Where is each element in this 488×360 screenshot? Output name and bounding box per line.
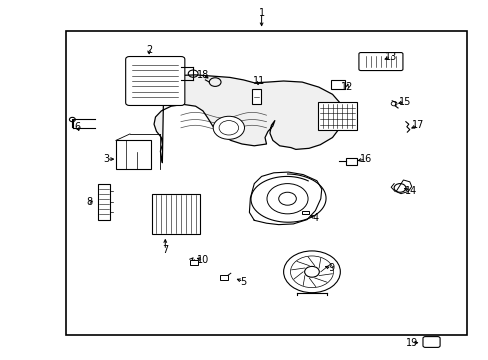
- Bar: [189, 260, 197, 265]
- Text: 18: 18: [196, 70, 209, 80]
- Circle shape: [304, 266, 319, 277]
- Text: 10: 10: [197, 255, 209, 265]
- Text: 11: 11: [252, 76, 265, 86]
- Text: 12: 12: [340, 82, 353, 92]
- Text: 2: 2: [146, 45, 152, 55]
- Bar: [317, 102, 356, 130]
- Text: 5: 5: [240, 276, 246, 287]
- Bar: [220, 275, 227, 280]
- Bar: [116, 140, 151, 169]
- Text: 1: 1: [258, 8, 264, 18]
- FancyBboxPatch shape: [358, 53, 402, 71]
- Bar: [98, 184, 109, 220]
- FancyBboxPatch shape: [125, 57, 184, 105]
- Bar: [346, 158, 356, 165]
- Bar: [151, 194, 200, 234]
- Polygon shape: [249, 172, 321, 225]
- Text: 13: 13: [384, 52, 397, 62]
- Polygon shape: [154, 75, 342, 163]
- Text: 16: 16: [359, 154, 371, 164]
- Text: 6: 6: [74, 122, 80, 132]
- Text: 15: 15: [398, 96, 410, 107]
- Text: 7: 7: [162, 245, 168, 255]
- Text: 3: 3: [103, 154, 109, 164]
- Bar: [66, 31, 466, 335]
- FancyBboxPatch shape: [422, 337, 439, 347]
- Text: 17: 17: [411, 120, 424, 130]
- Bar: [330, 80, 345, 89]
- Text: 19: 19: [405, 338, 417, 348]
- Text: 8: 8: [86, 197, 92, 207]
- Bar: [302, 211, 308, 214]
- Circle shape: [213, 116, 244, 139]
- Bar: [251, 89, 260, 104]
- Text: 14: 14: [404, 186, 416, 196]
- Text: 4: 4: [312, 213, 318, 223]
- Text: 9: 9: [328, 263, 334, 273]
